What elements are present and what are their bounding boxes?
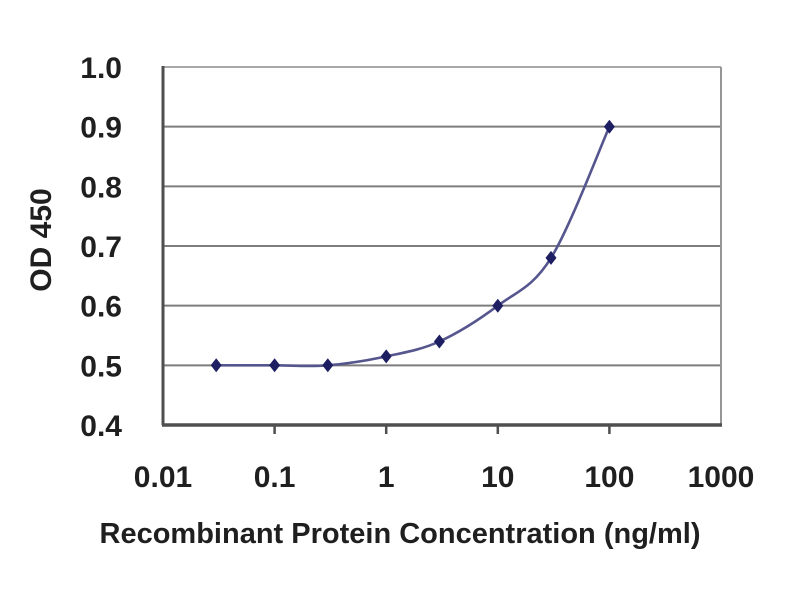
y-tick-label: 1.0 <box>80 52 122 85</box>
y-tick-label: 0.5 <box>80 350 122 383</box>
y-tick-label: 0.4 <box>80 410 122 443</box>
x-axis-ticks <box>273 426 611 434</box>
x-tick-label: 1000 <box>688 461 755 494</box>
data-point-marker <box>380 349 392 364</box>
data-point-marker <box>210 358 222 373</box>
data-point-marker <box>603 119 615 134</box>
series-markers <box>210 119 615 373</box>
x-axis-title: Recombinant Protein Concentration (ng/ml… <box>99 518 701 550</box>
data-point-marker <box>433 334 445 349</box>
y-gridlines <box>163 66 721 367</box>
y-tick-labels: 0.4 0.5 0.6 0.7 0.8 0.9 1.0 <box>80 52 122 443</box>
data-point-marker <box>322 358 334 373</box>
x-tick-label: 0.01 <box>134 461 192 494</box>
data-point-marker <box>269 358 281 373</box>
x-tick-labels: 0.01 0.1 1 10 100 1000 <box>134 461 755 494</box>
x-tick-label: 100 <box>584 461 634 494</box>
y-tick-label: 0.9 <box>80 112 122 145</box>
y-axis-title: OD 450 <box>25 188 58 292</box>
y-tick-label: 0.7 <box>80 231 122 264</box>
data-point-marker <box>492 298 504 313</box>
y-tick-label: 0.6 <box>80 291 122 324</box>
data-point-marker <box>545 250 557 265</box>
y-tick-label: 0.8 <box>80 171 122 204</box>
x-tick-label: 1 <box>378 461 395 494</box>
x-tick-label: 10 <box>481 461 514 494</box>
x-tick-label: 0.1 <box>254 461 296 494</box>
